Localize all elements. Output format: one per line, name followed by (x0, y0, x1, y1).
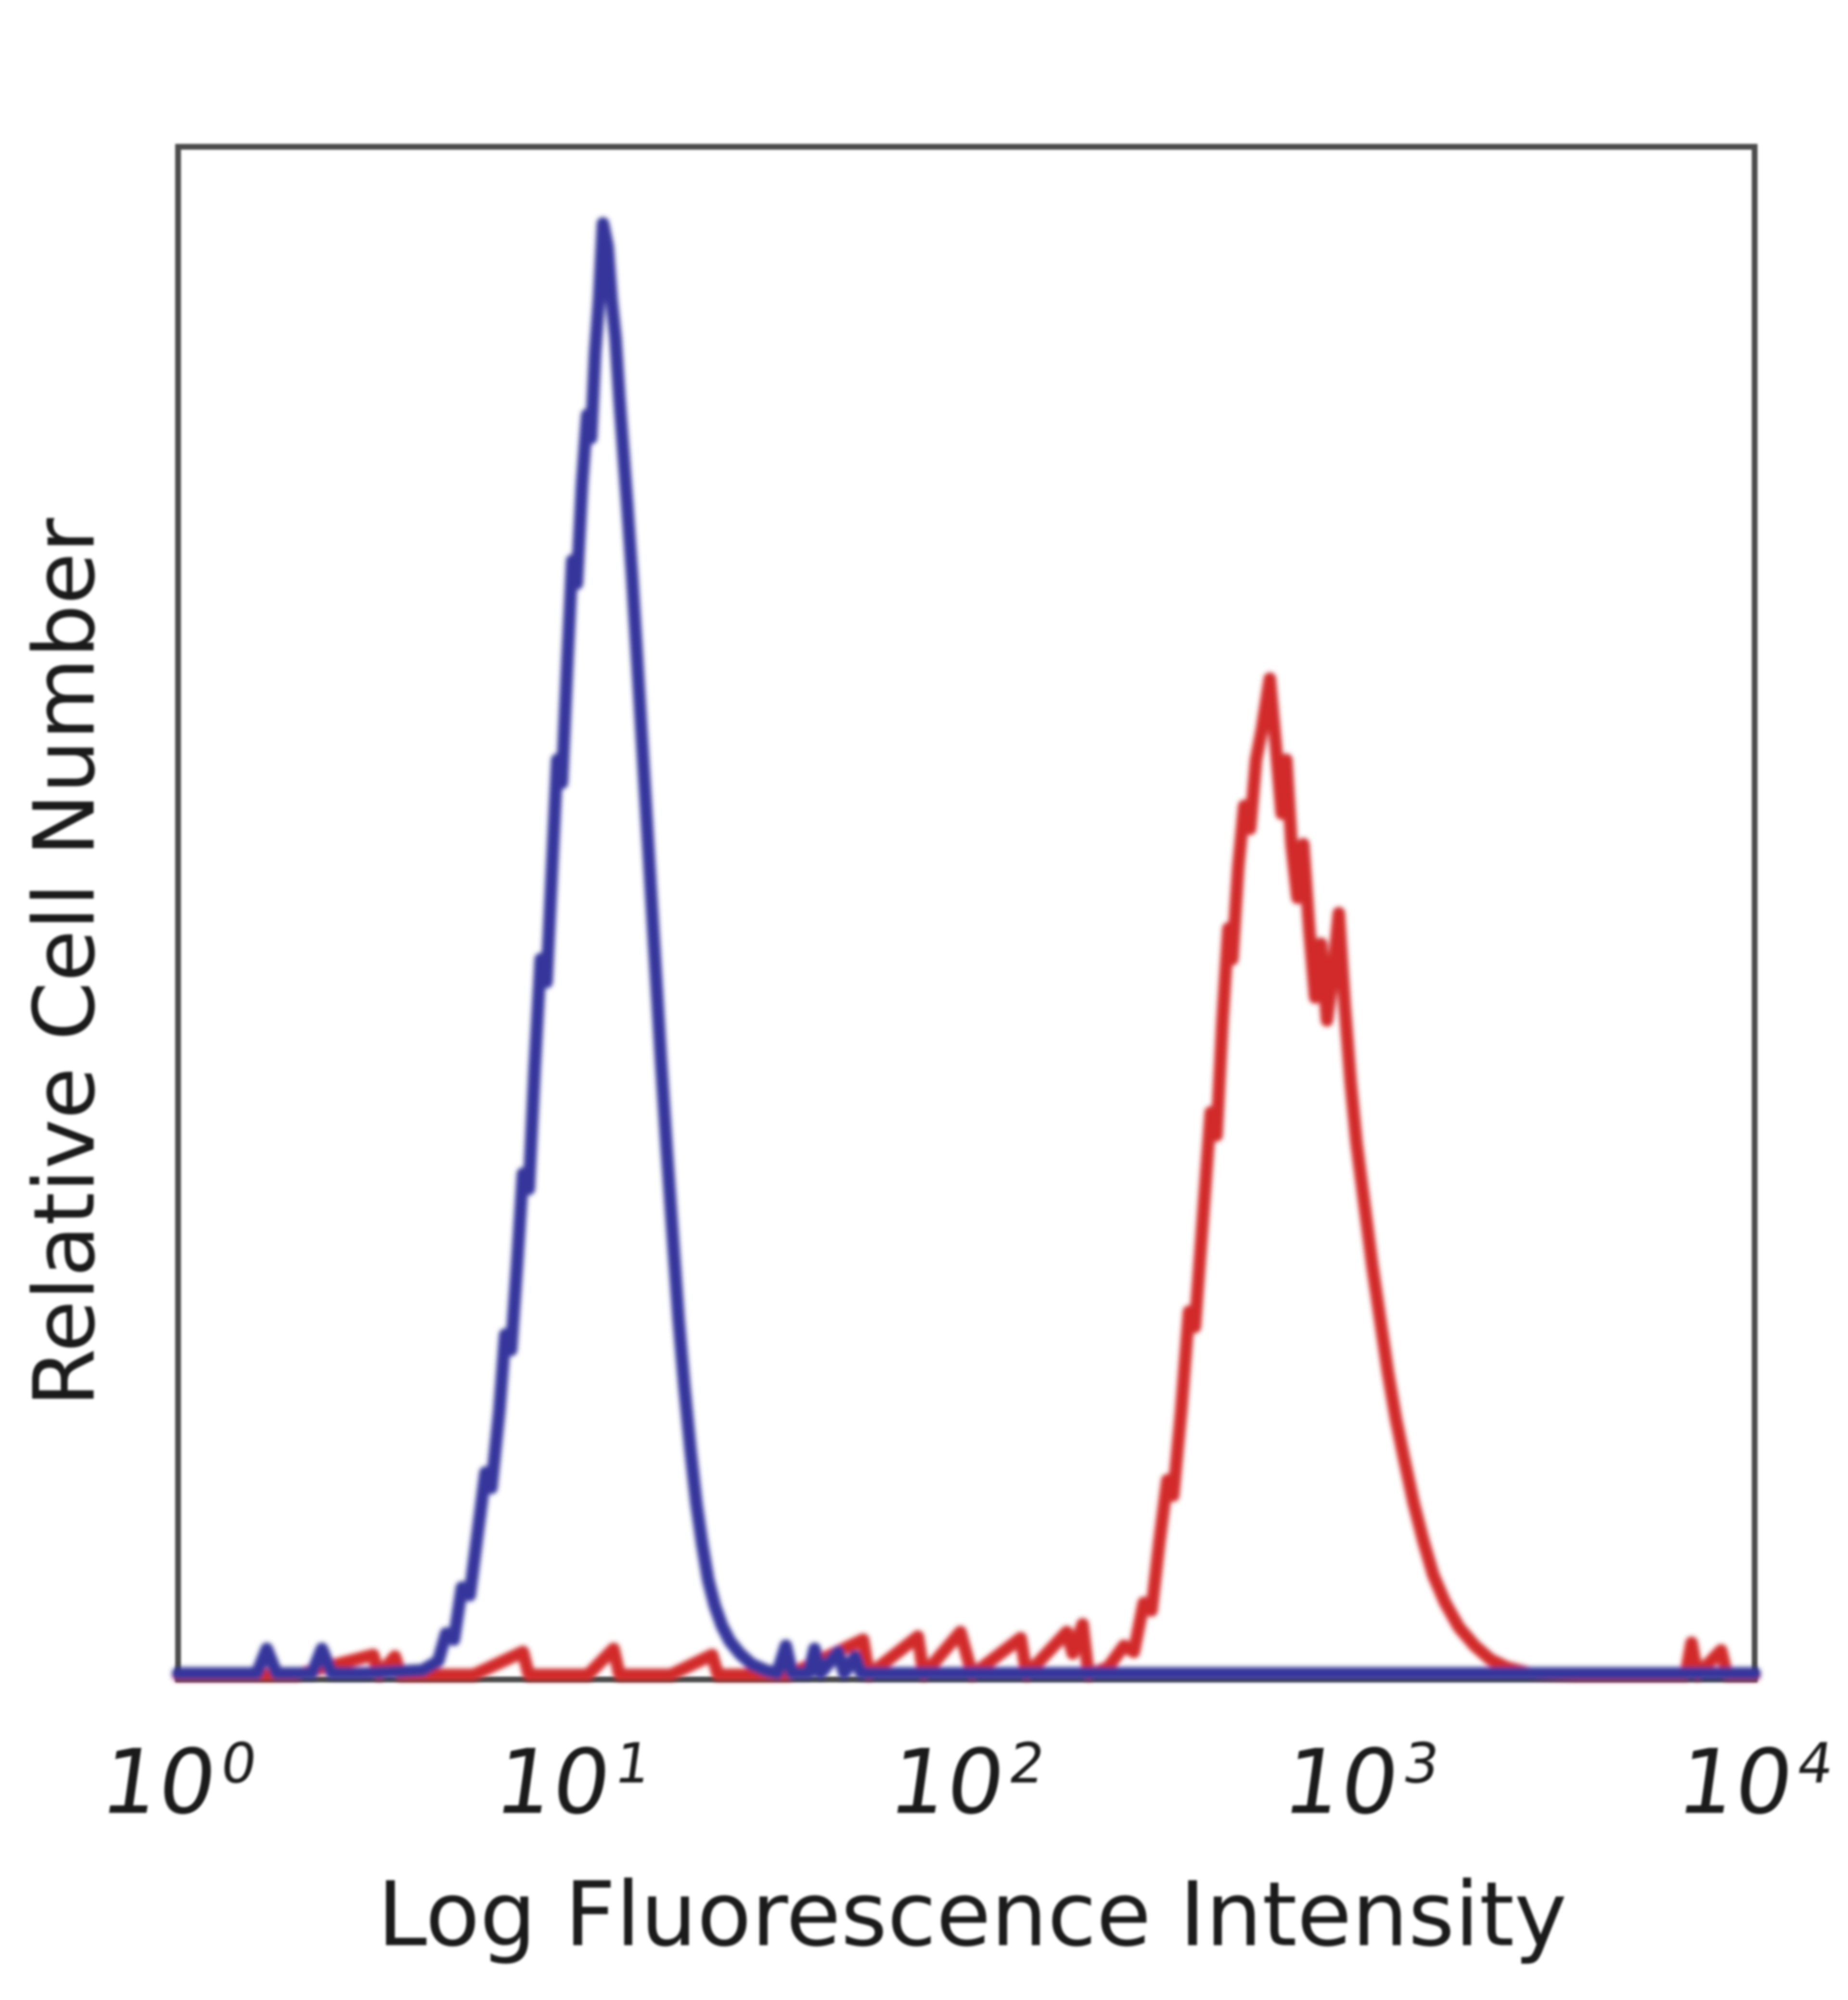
x-axis-label: Log Fluorescence Intensity (377, 1862, 1567, 1966)
x-tick-10e0: 100 (95, 1730, 261, 1834)
x-tick-base: 10 (489, 1730, 617, 1834)
x-tick-base: 10 (1671, 1730, 1800, 1834)
x-tick-base: 10 (883, 1730, 1012, 1834)
blue-histogram-curve (172, 217, 1761, 1680)
y-axis-label: Relative Cell Number (16, 518, 114, 1407)
x-tick-10e4: 104 (1672, 1730, 1838, 1834)
plot-frame-border (175, 144, 1758, 1682)
red-histogram-curve (172, 672, 1761, 1681)
x-tick-base: 10 (1277, 1730, 1406, 1834)
x-tick-10e2: 102 (884, 1730, 1050, 1834)
x-tick-10e3: 103 (1278, 1730, 1444, 1834)
x-tick-10e1: 101 (489, 1730, 655, 1834)
x-tick-base: 10 (95, 1730, 223, 1834)
